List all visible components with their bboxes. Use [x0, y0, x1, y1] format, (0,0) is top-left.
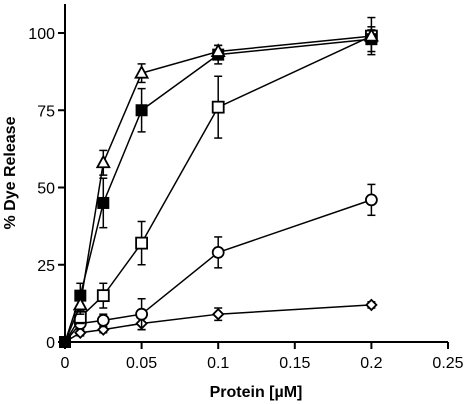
plot-area	[59, 16, 379, 348]
data-point	[74, 326, 87, 340]
data-point	[210, 43, 226, 57]
data-point	[134, 64, 150, 79]
data-point	[72, 296, 88, 311]
x-tick-label: 0.1	[207, 355, 229, 372]
data-point	[211, 245, 225, 259]
series-square-open	[59, 16, 378, 348]
y-tick-label: 0	[46, 335, 55, 352]
y-tick-label: 100	[28, 26, 55, 43]
data-point	[96, 289, 110, 303]
x-axis-ticks: 0 0.05 0.1 0.15 0.2 0.25	[61, 342, 464, 372]
data-point	[95, 154, 111, 169]
x-axis-title: Protein [µM]	[210, 384, 303, 401]
y-axis-title: % Dye Release	[2, 116, 19, 229]
series-line	[64, 35, 372, 343]
data-point	[365, 298, 378, 312]
x-tick-label: 0.05	[126, 355, 157, 372]
data-point	[135, 307, 149, 321]
y-tick-label: 75	[37, 103, 55, 120]
data-point	[364, 193, 378, 207]
data-point	[135, 236, 149, 250]
data-point	[211, 307, 225, 321]
y-tick-label: 25	[37, 258, 55, 275]
x-tick-label: 0.15	[279, 355, 310, 372]
data-point	[211, 100, 225, 114]
y-tick-label: 50	[37, 181, 55, 198]
data-point	[363, 27, 379, 42]
x-tick-label: 0	[61, 355, 70, 372]
y-axis-ticks: 0 25 50 75 100	[28, 26, 65, 352]
data-point	[96, 313, 110, 327]
x-tick-label: 0.25	[432, 355, 463, 372]
x-tick-label: 0.2	[360, 355, 382, 372]
data-point	[97, 196, 110, 209]
data-point	[135, 104, 148, 117]
